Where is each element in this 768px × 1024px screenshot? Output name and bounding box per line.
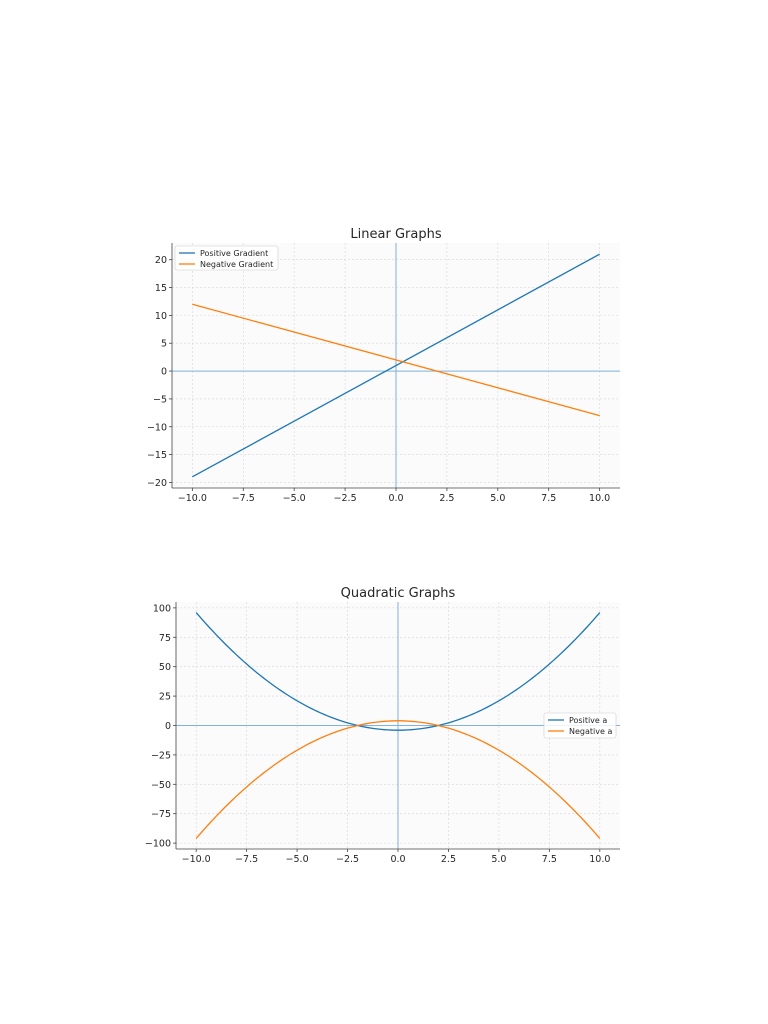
y-tick-label: −15	[147, 450, 167, 461]
series-line-0	[195, 612, 601, 731]
x-tick-label: −5.0	[283, 493, 306, 504]
y-tick-label: 75	[159, 633, 171, 644]
legend-label: Negative a	[569, 727, 612, 736]
legend-label: Positive a	[569, 716, 607, 725]
series-line-1	[192, 303, 600, 417]
x-tick-label: 0.0	[390, 854, 405, 865]
y-tick-label: −20	[147, 478, 167, 489]
chart-title: Linear Graphs	[350, 227, 441, 242]
y-tick-label: 5	[161, 339, 167, 350]
y-tick-label: 25	[159, 692, 171, 703]
x-tick-label: −2.5	[334, 493, 357, 504]
y-tick-label: 15	[155, 283, 167, 294]
y-tick-label: −100	[145, 839, 171, 850]
legend-label: Negative Gradient	[200, 260, 273, 269]
y-tick-label: −75	[151, 809, 171, 820]
series-line-1	[195, 720, 601, 839]
x-tick-label: 5.0	[491, 854, 506, 865]
x-tick-label: −2.5	[336, 854, 359, 865]
x-tick-label: 2.5	[439, 493, 454, 504]
legend-box	[174, 245, 279, 271]
y-tick-label: 0	[161, 367, 167, 378]
y-tick-label: −10	[147, 422, 167, 433]
x-tick-label: −10.0	[182, 854, 211, 865]
x-tick-label: 0.0	[388, 493, 403, 504]
y-tick-label: 20	[155, 255, 167, 266]
x-tick-label: −5.0	[286, 854, 309, 865]
x-tick-label: 10.0	[589, 854, 610, 865]
y-tick-label: −25	[151, 750, 171, 761]
linear-chart: −10.0 −7.5 −5.0 −2.5 0.0 2.5 5.0 7.5 10.0 −20 −15 −…	[147, 227, 620, 504]
legend: Positive a Negative a	[543, 712, 617, 739]
legend: Positive Gradient Negative Gradient	[174, 245, 279, 271]
x-tick-label: −7.5	[232, 493, 255, 504]
x-tick-label: −7.5	[235, 854, 258, 865]
x-tick-label: −10.0	[178, 493, 207, 504]
y-tick-label: −50	[151, 780, 171, 791]
y-tick-label: −5	[153, 394, 167, 405]
quadratic-chart: −10.0 −7.5 −5.0 −2.5 0.0 2.5 5.0 7.5 10.0 −100 −75…	[145, 586, 620, 865]
legend-label: Positive Gradient	[200, 249, 268, 258]
series-line-0	[192, 253, 600, 478]
y-tick-label: 0	[165, 721, 171, 732]
x-tick-label: 2.5	[441, 854, 456, 865]
legend-box	[543, 712, 617, 739]
chart-title: Quadratic Graphs	[341, 586, 456, 601]
x-tick-label: 10.0	[589, 493, 610, 504]
y-tick-label: 50	[159, 662, 171, 673]
x-tick-label: 7.5	[541, 493, 556, 504]
x-tick-label: 5.0	[490, 493, 505, 504]
x-tick-label: 7.5	[542, 854, 557, 865]
y-tick-label: 100	[153, 603, 171, 614]
y-tick-label: 10	[155, 311, 167, 322]
